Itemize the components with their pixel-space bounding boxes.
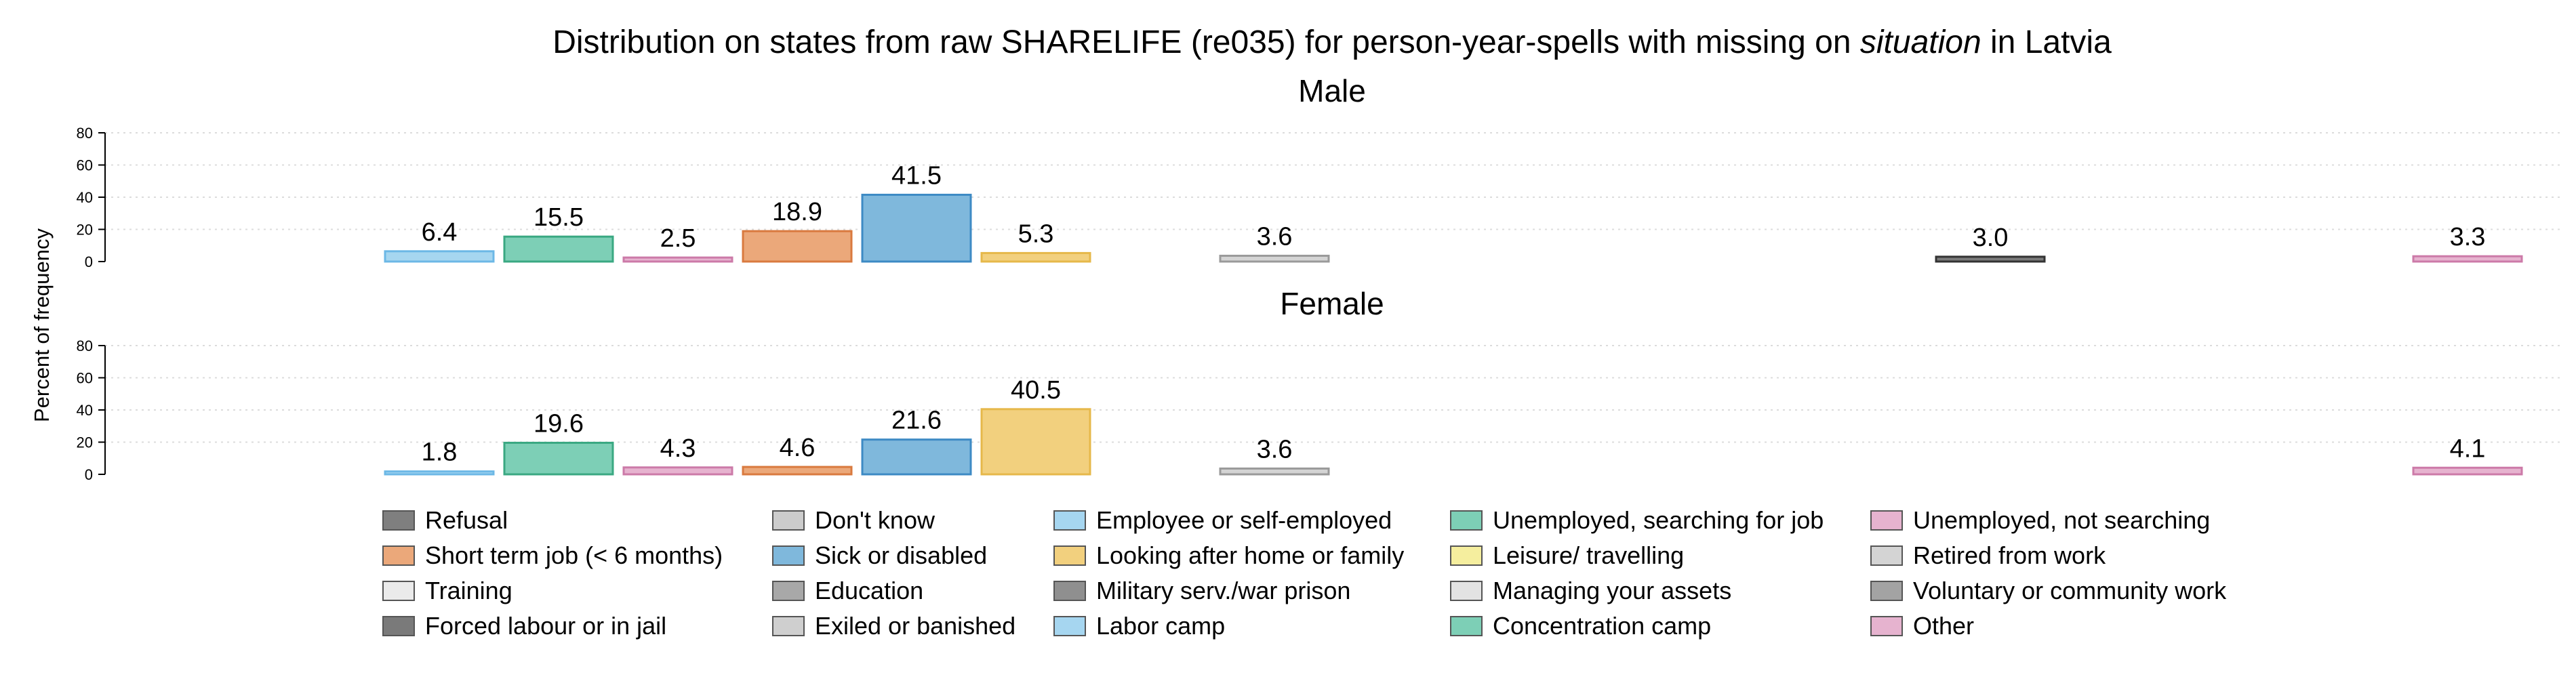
legend-swatch-employee-or-self-employed — [1053, 510, 1086, 531]
bar-value-label: 4.1 — [2450, 434, 2486, 463]
panel-title-female: Female — [1280, 286, 1384, 321]
legend-swatch-retired-from-work — [1870, 545, 1903, 566]
bar-value-label: 3.6 — [1257, 222, 1293, 251]
legend-swatch-short-term-job-6-months — [382, 545, 415, 566]
bar-value-label: 19.6 — [534, 409, 584, 438]
y-tick-label: 20 — [77, 222, 93, 239]
legend-swatch-leisure-travelling — [1450, 545, 1483, 566]
chart-title: Distribution on states from raw SHARELIF… — [552, 24, 2112, 60]
bar-male-unemployed-searching-for-job — [503, 235, 614, 263]
bar-male-looking-after-home-or-family — [980, 251, 1091, 263]
y-tick-label: 40 — [77, 402, 93, 419]
y-tick-label: 80 — [77, 337, 93, 354]
y-axis-label: Percent of frequency — [30, 228, 54, 422]
bar-male-other — [2412, 255, 2523, 263]
legend-label-military-serv-war-prison: Military serv./war prison — [1096, 577, 1350, 604]
bar-male-sick-or-disabled — [861, 193, 972, 263]
bar-male-short-term-job-6-months — [742, 230, 853, 263]
bar-value-label: 18.9 — [772, 198, 822, 226]
legend-swatch-training — [382, 581, 415, 601]
legend-label-voluntary-or-community-work: Voluntary or community work — [1913, 577, 2227, 604]
bar-male-retired-from-work — [1219, 254, 1330, 263]
bar-female-other — [2412, 466, 2523, 476]
legend-swatch-sick-or-disabled — [772, 545, 805, 566]
bar-female-unemployed-not-searching — [622, 466, 733, 476]
y-tick-label: 60 — [77, 157, 93, 174]
legend-swatch-labor-camp — [1053, 616, 1086, 636]
bar-value-label: 2.5 — [660, 224, 696, 253]
legend-swatch-exiled-or-banished — [772, 616, 805, 636]
chart-title-part: situation — [1860, 24, 1981, 60]
legend-swatch-unemployed-searching-for-job — [1450, 510, 1483, 531]
bar-female-employee-or-self-employed — [384, 470, 495, 476]
bar-male-unemployed-not-searching — [622, 256, 733, 263]
bar-male-employee-or-self-employed — [384, 250, 495, 263]
y-tick-label: 20 — [77, 434, 93, 451]
bar-value-label: 5.3 — [1018, 220, 1054, 248]
legend-label-forced-labour-or-in-jail: Forced labour or in jail — [425, 612, 666, 640]
bar-male-forced-labour-or-in-jail — [1935, 255, 2046, 263]
chart-title-part: Distribution on states from raw SHARELIF… — [552, 24, 1860, 60]
legend-swatch-looking-after-home-or-family — [1053, 545, 1086, 566]
legend-swatch-military-serv-war-prison — [1053, 581, 1086, 601]
legend-label-managing-your-assets: Managing your assets — [1493, 577, 1731, 604]
legend-label-don-t-know: Don't know — [815, 506, 935, 534]
legend-swatch-other — [1870, 616, 1903, 636]
legend-label-concentration-camp: Concentration camp — [1493, 612, 1711, 640]
y-tick-label: 60 — [77, 370, 93, 387]
bar-value-label: 1.8 — [422, 438, 458, 467]
legend-label-unemployed-searching-for-job: Unemployed, searching for job — [1493, 506, 1824, 534]
bar-female-short-term-job-6-months — [742, 466, 853, 476]
legend-swatch-voluntary-or-community-work — [1870, 581, 1903, 601]
legend-label-sick-or-disabled: Sick or disabled — [815, 541, 987, 569]
legend-label-labor-camp: Labor camp — [1096, 612, 1225, 640]
y-tick-label: 0 — [85, 466, 93, 483]
legend-label-education: Education — [815, 577, 923, 604]
bar-female-sick-or-disabled — [861, 438, 972, 476]
legend-label-employee-or-self-employed: Employee or self-employed — [1096, 506, 1392, 534]
legend-label-leisure-travelling: Leisure/ travelling — [1493, 541, 1684, 569]
bar-value-label: 15.5 — [534, 203, 584, 232]
legend-label-refusal: Refusal — [425, 506, 508, 534]
bar-value-label: 3.3 — [2450, 223, 2486, 251]
panel-title-male: Male — [1298, 73, 1366, 108]
legend-label-retired-from-work: Retired from work — [1913, 541, 2106, 569]
bar-value-label: 4.6 — [780, 434, 816, 462]
legend-swatch-forced-labour-or-in-jail — [382, 616, 415, 636]
bar-value-label: 3.6 — [1257, 435, 1293, 463]
legend-swatch-education — [772, 581, 805, 601]
chart-title-part: in Latvia — [1981, 24, 2112, 60]
bar-female-unemployed-searching-for-job — [503, 441, 614, 476]
legend-label-training: Training — [425, 577, 512, 604]
bar-female-retired-from-work — [1219, 467, 1330, 476]
bar-value-label: 21.6 — [891, 407, 942, 435]
legend-swatch-managing-your-assets — [1450, 581, 1483, 601]
legend-label-unemployed-not-searching: Unemployed, not searching — [1913, 506, 2210, 534]
legend-label-exiled-or-banished: Exiled or banished — [815, 612, 1015, 640]
y-tick-label: 80 — [77, 125, 93, 142]
legend-label-short-term-job-6-months: Short term job (< 6 months) — [425, 541, 723, 569]
y-tick-label: 0 — [85, 253, 93, 270]
legend-swatch-concentration-camp — [1450, 616, 1483, 636]
bar-value-label: 6.4 — [422, 218, 458, 247]
legend-label-other: Other — [1913, 612, 1974, 640]
legend-swatch-unemployed-not-searching — [1870, 510, 1903, 531]
bar-value-label: 40.5 — [1011, 376, 1061, 405]
y-tick-label: 40 — [77, 189, 93, 206]
legend-swatch-refusal — [382, 510, 415, 531]
bar-female-looking-after-home-or-family — [980, 408, 1091, 476]
legend-swatch-don-t-know — [772, 510, 805, 531]
bar-value-label: 4.3 — [660, 434, 696, 463]
bar-value-label: 3.0 — [1973, 224, 2009, 252]
bar-value-label: 41.5 — [891, 161, 942, 190]
legend-label-looking-after-home-or-family: Looking after home or family — [1096, 541, 1404, 569]
